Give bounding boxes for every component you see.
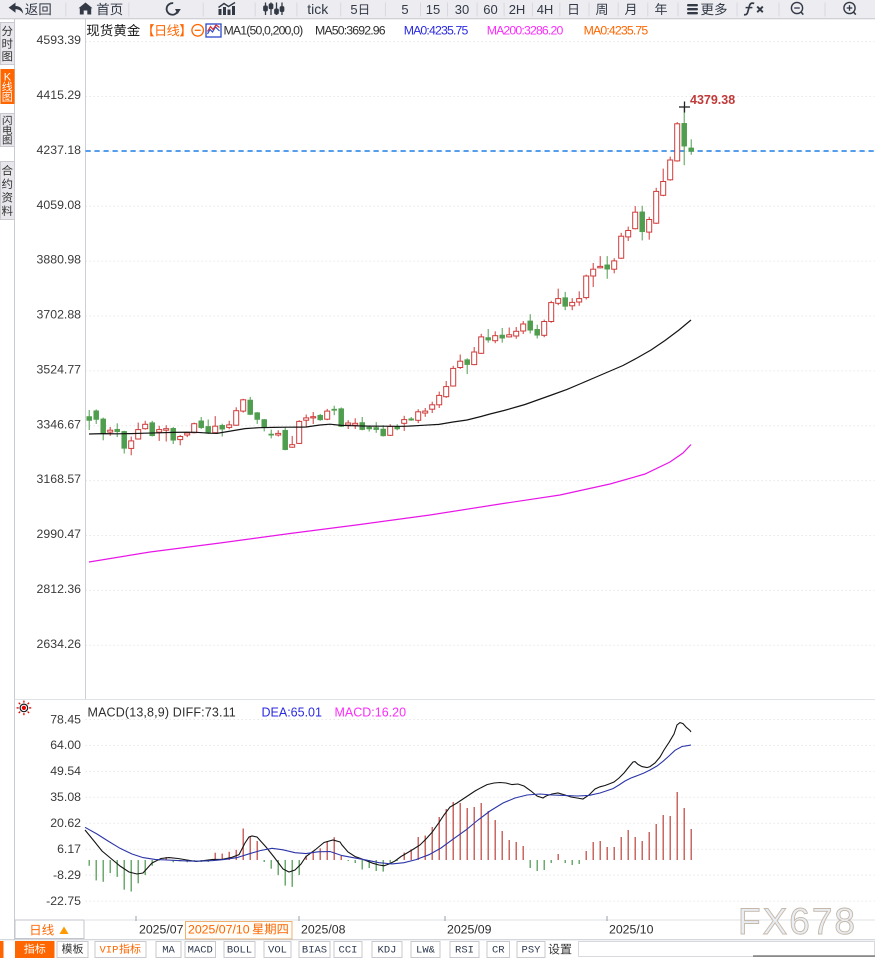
svg-text:LW&: LW& (416, 945, 436, 957)
svg-text:15: 15 (426, 2, 440, 17)
svg-text:20.62: 20.62 (50, 816, 81, 830)
svg-text:BIAS: BIAS (302, 945, 327, 957)
svg-text:30: 30 (455, 2, 469, 17)
svg-text:3168.57: 3168.57 (37, 472, 82, 486)
svg-text:2025/10: 2025/10 (609, 923, 654, 937)
svg-text:MACD(13,8,9) DIFF:73.11: MACD(13,8,9) DIFF:73.11 (88, 706, 236, 720)
svg-text:35.08: 35.08 (50, 790, 81, 804)
svg-text:3880.98: 3880.98 (37, 253, 82, 267)
svg-text:6.17: 6.17 (57, 842, 81, 856)
svg-text:2025/08: 2025/08 (301, 923, 346, 937)
svg-text:K: K (4, 71, 12, 83)
svg-text:-22.75: -22.75 (46, 894, 81, 908)
svg-text:4593.39: 4593.39 (37, 33, 82, 47)
svg-text:49.54: 49.54 (50, 764, 81, 778)
svg-text:2812.36: 2812.36 (37, 582, 82, 596)
svg-text:3346.67: 3346.67 (37, 417, 82, 431)
svg-text:2025/09: 2025/09 (447, 923, 492, 937)
svg-text:RSI: RSI (455, 945, 474, 957)
svg-text:78.45: 78.45 (50, 712, 81, 726)
svg-text:DEA:65.01: DEA:65.01 (262, 706, 323, 720)
svg-text:2990.47: 2990.47 (37, 527, 82, 541)
svg-text:BOLL: BOLL (227, 945, 252, 957)
svg-text:2H: 2H (509, 2, 526, 17)
svg-text:4237.18: 4237.18 (37, 143, 82, 157)
svg-text:60: 60 (483, 2, 497, 17)
svg-text:FX678: FX678 (738, 901, 857, 942)
svg-text:KDJ: KDJ (378, 945, 397, 957)
svg-text:4415.29: 4415.29 (37, 88, 82, 102)
svg-text:5: 5 (350, 2, 357, 17)
svg-text:MA50:3692.96: MA50:3692.96 (315, 23, 386, 37)
svg-text:CCI: CCI (339, 945, 358, 957)
svg-text:tick: tick (307, 1, 329, 17)
svg-text:MA0:4235.75: MA0:4235.75 (404, 23, 469, 37)
svg-text:2025/07/10: 2025/07/10 (188, 923, 250, 937)
svg-text:PSY: PSY (522, 945, 542, 957)
svg-text:4379.38: 4379.38 (690, 93, 735, 107)
svg-text:2634.26: 2634.26 (37, 637, 82, 651)
svg-text:2025/07: 2025/07 (139, 923, 184, 937)
svg-text:3524.77: 3524.77 (37, 362, 82, 376)
svg-text:MA1(50,0,200,0): MA1(50,0,200,0) (224, 23, 304, 37)
svg-text:3702.88: 3702.88 (37, 308, 82, 322)
svg-text:64.00: 64.00 (50, 738, 81, 752)
svg-text:MA200:3286.20: MA200:3286.20 (487, 23, 564, 37)
svg-text:5: 5 (401, 2, 408, 17)
svg-text:MA: MA (162, 945, 175, 957)
svg-text:MACD:16.20: MACD:16.20 (335, 706, 407, 720)
svg-text:MA0:4235.75: MA0:4235.75 (584, 23, 649, 37)
svg-text:MACD: MACD (188, 945, 213, 957)
svg-text:4H: 4H (537, 2, 554, 17)
svg-text:-8.29: -8.29 (53, 868, 81, 882)
svg-text:VIP: VIP (100, 945, 119, 957)
svg-text:CR: CR (492, 945, 505, 957)
svg-text:VOL: VOL (268, 945, 287, 957)
svg-text:4059.08: 4059.08 (37, 198, 82, 212)
